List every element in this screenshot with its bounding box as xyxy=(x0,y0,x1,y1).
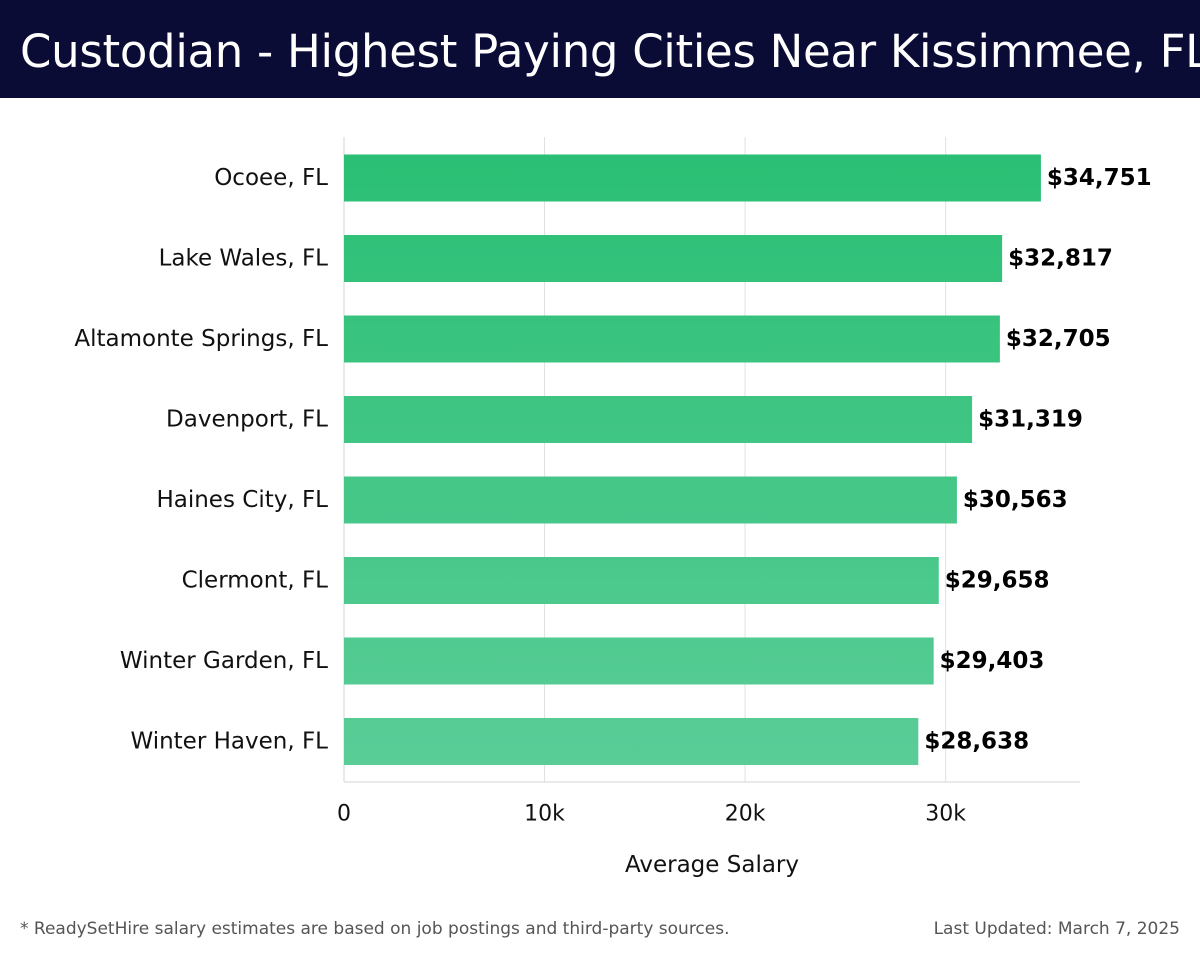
value-label: $31,319 xyxy=(978,407,1083,433)
value-label: $30,563 xyxy=(963,487,1068,513)
bar xyxy=(344,476,957,524)
bar xyxy=(344,557,939,604)
category-label: Haines City, FL xyxy=(156,487,328,513)
bar xyxy=(344,315,1000,363)
x-axis-label: Average Salary xyxy=(625,852,799,878)
value-label: $32,817 xyxy=(1008,246,1113,272)
category-label: Winter Haven, FL xyxy=(130,729,328,755)
x-tick-label: 30k xyxy=(925,802,966,827)
last-updated: Last Updated: March 7, 2025 xyxy=(933,919,1180,939)
x-tick-label: 20k xyxy=(725,802,766,827)
value-label: $29,403 xyxy=(940,648,1045,674)
value-label: $29,658 xyxy=(945,568,1050,594)
value-label: $34,751 xyxy=(1047,165,1152,191)
category-label: Clermont, FL xyxy=(182,568,329,594)
category-label: Ocoee, FL xyxy=(214,165,328,191)
x-tick-label: 10k xyxy=(524,802,565,827)
category-label: Winter Garden, FL xyxy=(120,648,328,674)
bar xyxy=(344,396,973,443)
value-label: $28,638 xyxy=(924,729,1029,755)
category-label: Lake Wales, FL xyxy=(159,246,329,272)
bar xyxy=(344,637,934,685)
page-title: Custodian - Highest Paying Cities Near K… xyxy=(20,25,1200,78)
category-label: Davenport, FL xyxy=(166,407,328,433)
x-tick-label: 0 xyxy=(337,802,351,827)
value-label: $32,705 xyxy=(1006,326,1111,352)
footer-note: * ReadySetHire salary estimates are base… xyxy=(20,919,730,939)
bar xyxy=(344,235,1003,282)
category-label: Altamonte Springs, FL xyxy=(74,326,328,352)
bar xyxy=(344,718,919,765)
header-banner: Custodian - Highest Paying Cities Near K… xyxy=(0,0,1200,98)
bar xyxy=(344,154,1041,202)
